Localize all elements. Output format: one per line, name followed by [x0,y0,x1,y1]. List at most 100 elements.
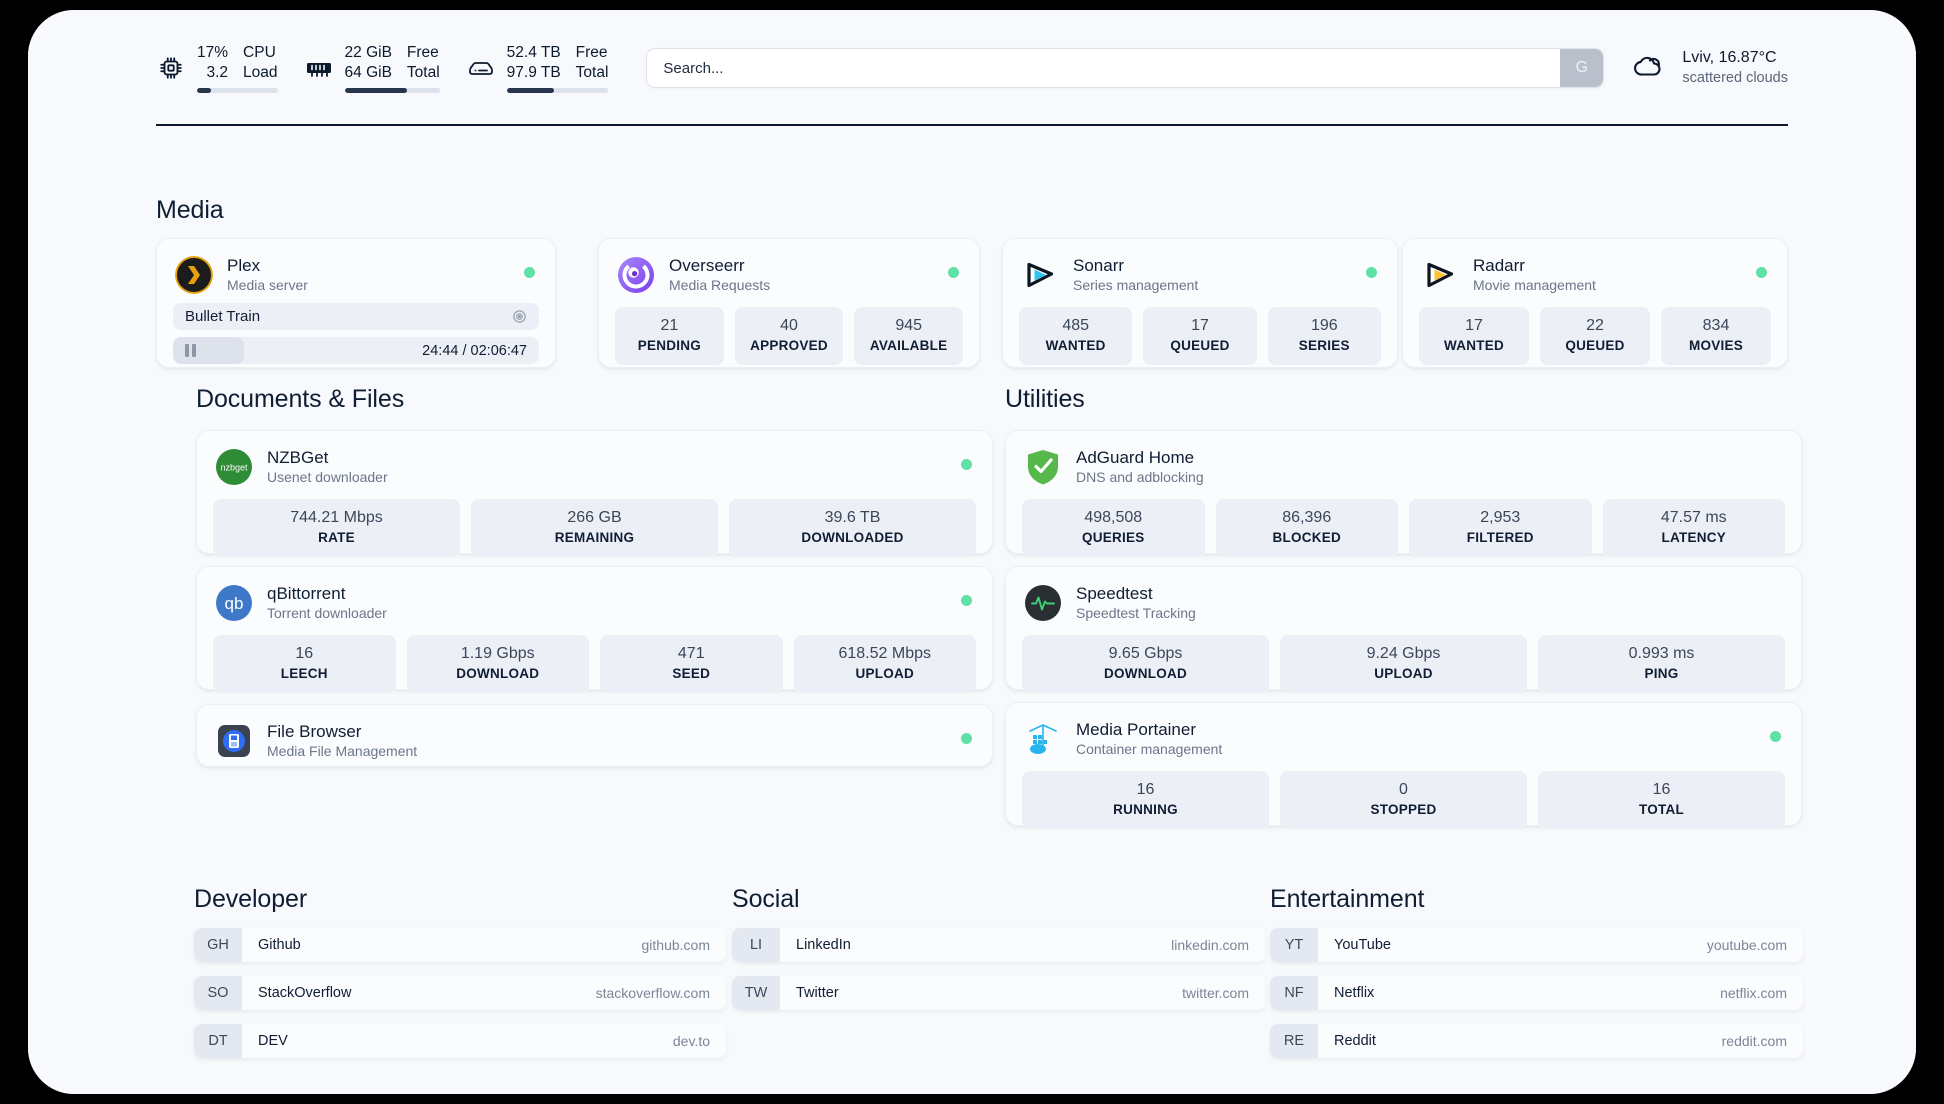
now-playing-progress[interactable]: 24:44 / 02:06:47 [173,337,539,364]
stat-label: WANTED [1444,338,1504,353]
cpu-icon [156,53,186,83]
weather-description: scattered clouds [1682,70,1788,87]
gear-icon[interactable] [512,309,527,324]
stat-tile: 0 STOPPED [1280,771,1527,829]
disk-free-value: 52.4 TB [506,43,561,61]
app-name: Media Portainer [1076,719,1197,739]
bookmark-url: stackoverflow.com [595,985,710,1001]
ram-total-label: Total [406,63,440,81]
card-plex[interactable]: Plex Media server Bullet Train 24:44 / 0… [156,238,556,368]
stat-label: PING [1644,666,1679,681]
bookmark-name: Github [258,937,301,953]
ram-stat-group: 22 GiB 64 GiB Free Total [304,43,440,94]
card-nzbget[interactable]: nzbget NZBGet Usenet downloader 744.21 M… [196,430,993,557]
card-media-portainer[interactable]: Media Portainer Container management 16 … [1005,702,1802,829]
bookmark-stackoverflow[interactable]: SO StackOverflow stackoverflow.com [194,976,726,1010]
search-submit-button[interactable]: G [1560,49,1604,87]
stat-tile: 485 WANTED [1019,307,1133,365]
stats-row: 744.21 Mbps RATE 266 GB REMAINING 39.6 T… [197,489,992,571]
bookmark-url: twitter.com [1182,985,1249,1001]
bookmark-name: YouTube [1334,937,1391,953]
stat-value: 0 [1399,781,1408,798]
cpu-usage-value: 17% [197,43,229,61]
card-header: Radarr Movie management [1403,239,1787,297]
stat-value: 22 [1586,317,1604,334]
app-name: qBittorrent [267,583,346,603]
stat-value: 21 [660,317,679,334]
stats-row: 17 WANTED 22 QUEUED 834 MOVIES [1403,297,1787,379]
stat-tile: 266 GB REMAINING [471,499,718,557]
bookmark-badge: SO [194,976,242,1010]
bookmark-linkedin[interactable]: LI LinkedIn linkedin.com [732,928,1265,962]
bookmark-name: Twitter [796,985,839,1001]
status-dot [961,733,972,744]
bookmark-dev[interactable]: DT DEV dev.to [194,1024,726,1058]
now-playing: Bullet Train 24:44 / 02:06:47 [157,297,555,377]
stat-label: APPROVED [750,338,828,353]
stat-tile: 618.52 Mbps UPLOAD [793,635,976,693]
disk-usage-bar [506,88,609,94]
stat-value: 945 [895,317,923,334]
cpu-stat-block: 17% 3.2 CPU Load [197,43,278,94]
stats-row: 16 RUNNING 0 STOPPED 16 TOTAL [1006,761,1801,843]
card-overseerr[interactable]: Overseerr Media Requests 21 PENDING 40 A… [598,238,980,368]
stat-value: 9.24 Gbps [1366,645,1441,662]
card-file-browser[interactable]: File Browser Media File Management [196,704,993,767]
nzbget-icon: nzbget [215,448,253,486]
ram-total-value: 64 GiB [344,63,392,81]
stat-tile: 86,396 BLOCKED [1215,499,1398,557]
bookmark-name: StackOverflow [258,985,352,1001]
bookmark-netflix[interactable]: NF Netflix netflix.com [1270,976,1803,1010]
stat-label: UPLOAD [855,666,914,681]
status-dot [524,267,535,278]
stats-row: 9.65 Gbps DOWNLOAD 9.24 Gbps UPLOAD 0.99… [1006,625,1801,707]
bookmark-url: dev.to [672,1033,710,1049]
stat-label: SEED [672,666,711,681]
stats-row: 21 PENDING 40 APPROVED 945 AVAILABLE [599,297,979,379]
status-dot [1756,267,1767,278]
stat-tile: 17 QUEUED [1143,307,1257,365]
portainer-icon [1024,720,1062,758]
search-input[interactable] [647,49,1561,87]
bookmark-name: DEV [258,1033,288,1049]
card-header: Sonarr Series management [1003,239,1397,297]
disk-icon [466,53,496,83]
cpu-usage-bar [197,88,278,94]
stat-label: QUEUED [1170,338,1230,353]
bookmark-reddit[interactable]: RE Reddit reddit.com [1270,1024,1803,1058]
pause-icon[interactable] [185,344,196,357]
ram-free-value: 22 GiB [344,43,392,61]
stat-value: 16 [295,645,314,662]
stat-tile: 22 QUEUED [1540,307,1650,365]
stat-tile: 17 WANTED [1419,307,1529,365]
stat-label: FILTERED [1466,530,1534,545]
qbittorrent-icon: qb [215,584,253,622]
ram-icon [304,53,334,83]
speedtest-icon [1024,584,1062,622]
bookmark-name: Reddit [1334,1033,1376,1049]
stat-tile: 0.993 ms PING [1538,635,1785,693]
card-header: Media Portainer Container management [1006,703,1801,761]
cloud-icon [1630,49,1668,87]
disk-total-label: Total [575,63,609,81]
cpu-stat-group: 17% 3.2 CPU Load [156,43,278,94]
card-speedtest[interactable]: Speedtest Speedtest Tracking 9.65 Gbps D… [1005,566,1802,693]
stat-label: DOWNLOAD [1104,666,1187,681]
status-dot [961,595,972,606]
bookmark-twitter[interactable]: TW Twitter twitter.com [732,976,1265,1010]
card-adguard-home[interactable]: AdGuard Home DNS and adblocking 498,508 … [1005,430,1802,557]
search-bar[interactable]: G [646,48,1605,88]
top-bar: 17% 3.2 CPU Load [156,28,1788,108]
card-sonarr[interactable]: Sonarr Series management 485 WANTED 17 Q… [1002,238,1398,368]
bookmark-youtube[interactable]: YT YouTube youtube.com [1270,928,1803,962]
app-name: AdGuard Home [1076,447,1195,467]
card-qbittorrent[interactable]: qb qBittorrent Torrent downloader 16 LEE… [196,566,993,693]
stats-row: 485 WANTED 17 QUEUED 196 SERIES [1003,297,1397,379]
topbar-divider [156,124,1788,126]
app-subtitle: Movie management [1473,277,1596,294]
stat-label: LATENCY [1661,530,1726,545]
bookmark-github[interactable]: GH Github github.com [194,928,726,962]
card-radarr[interactable]: Radarr Movie management 17 WANTED 22 QUE… [1402,238,1788,368]
bookmark-badge: TW [732,976,780,1010]
cpu-load-value: 3.2 [206,63,229,81]
